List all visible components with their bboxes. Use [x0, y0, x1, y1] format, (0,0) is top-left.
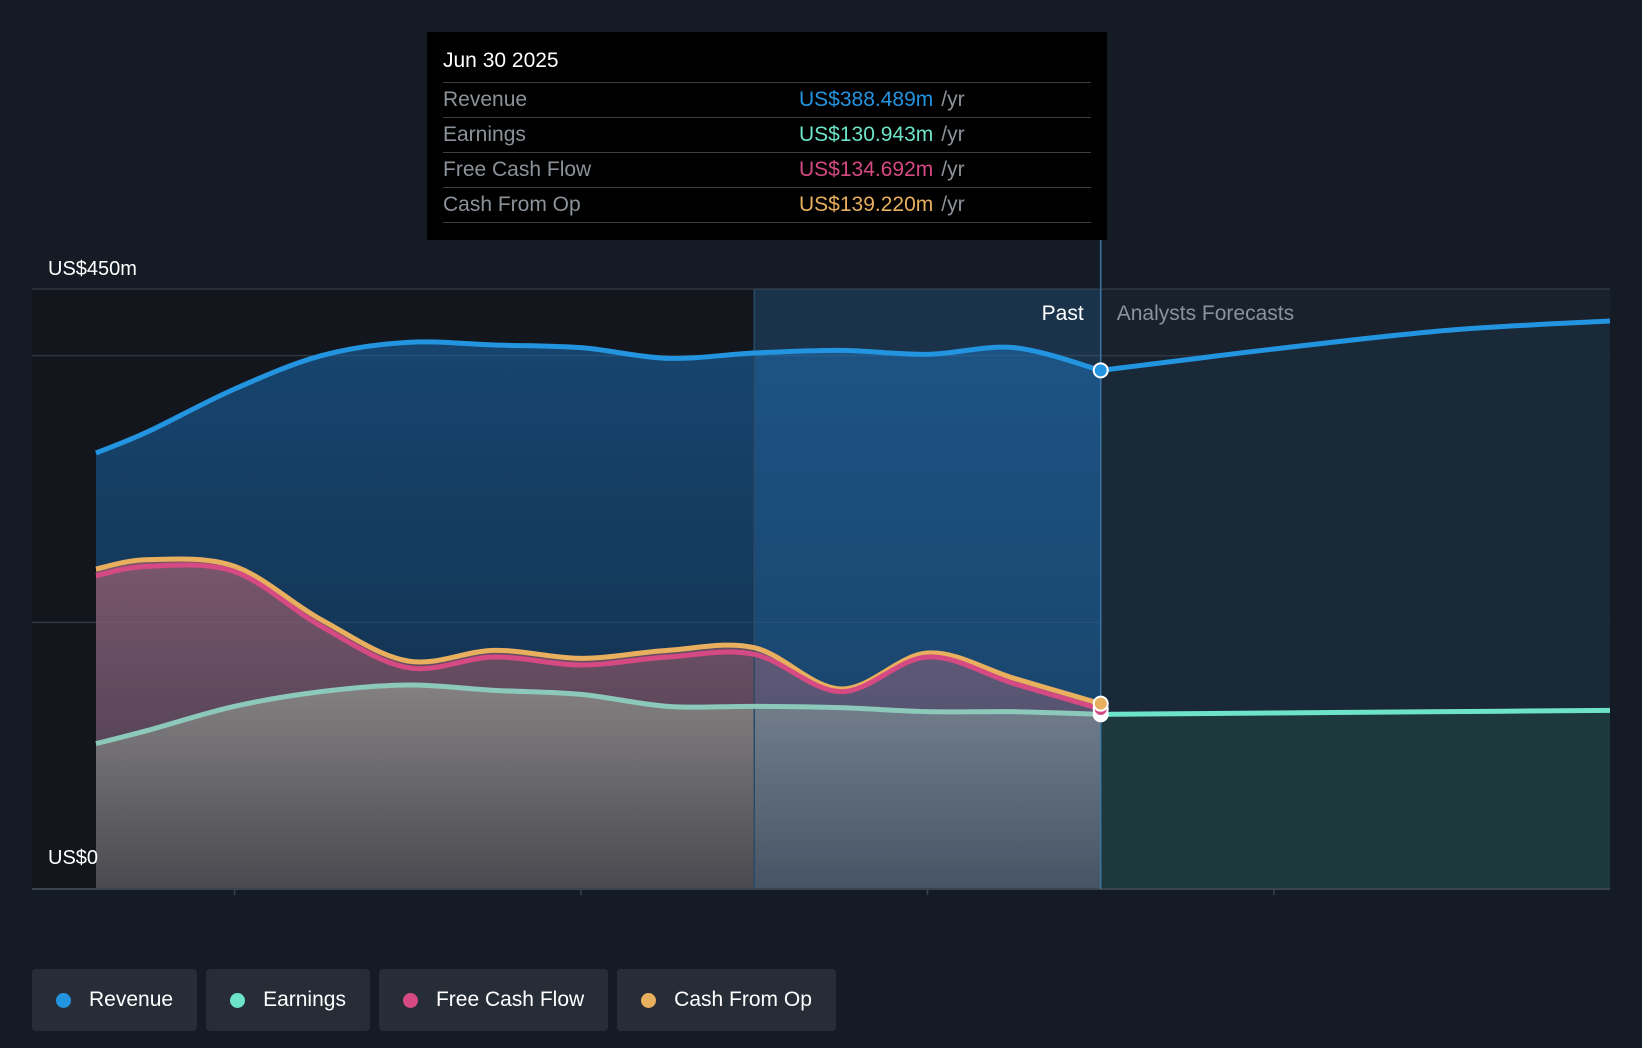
legend-item-earnings[interactable]: Earnings [206, 969, 370, 1031]
tooltip-unit: /yr [941, 123, 965, 146]
tooltip-value: US$388.489m [799, 88, 934, 111]
chart-legend: Revenue Earnings Free Cash Flow Cash Fro… [32, 969, 836, 1031]
tooltip-value: US$139.220m [799, 193, 934, 216]
marker-cash-from-op [1092, 695, 1109, 712]
y-tick-label: US$450m [48, 258, 137, 280]
tooltip-label: Revenue [443, 88, 528, 111]
marker-revenue [1092, 362, 1109, 379]
y-tick-label: US$0 [48, 847, 98, 869]
legend-item-cash-from-op[interactable]: Cash From Op [617, 969, 836, 1031]
tooltip-row-earnings: Earnings US$130.943m /yr [443, 117, 1091, 152]
tooltip-unit: /yr [941, 158, 965, 181]
legend-label: Free Cash Flow [435, 988, 585, 1011]
forecast-label: Analysts Forecasts [1117, 302, 1294, 325]
line-revenue-forecast [1100, 318, 1611, 373]
legend-item-free-cash-flow[interactable]: Free Cash Flow [378, 969, 609, 1031]
legend-dot-icon [230, 992, 246, 1008]
tooltip-row-revenue: Revenue US$388.489m /yr [443, 82, 1091, 117]
line-earnings-forecast [1100, 707, 1611, 717]
tooltip-date: Jun 30 2025 [443, 49, 559, 72]
tooltip-row-cash-from-op: Cash From Op US$139.220m /yr [443, 187, 1091, 223]
tooltip-unit: /yr [941, 193, 965, 216]
area-earnings [96, 684, 1101, 889]
legend-dot-icon [56, 992, 71, 1008]
tooltip-row-free-cash-flow: Free Cash Flow US$134.692m /yr [443, 152, 1091, 187]
line-free-cash-flow [95, 562, 1102, 712]
legend-dot-icon [402, 992, 418, 1008]
legend-label: Revenue [89, 988, 174, 1011]
tooltip-value: US$130.943m [799, 123, 934, 146]
legend-label: Cash From Op [674, 988, 812, 1011]
line-earnings [95, 682, 1101, 747]
tooltip-label: Earnings [443, 123, 526, 146]
legend-label: Earnings [263, 988, 346, 1011]
area-earnings-forecast [1100, 710, 1610, 889]
tooltip-value: US$134.692m [799, 158, 934, 181]
chart-tooltip: Jun 30 2025 Revenue US$388.489m /yr Earn… [427, 32, 1107, 240]
line-cash-from-op [95, 556, 1102, 707]
line-revenue [95, 339, 1102, 456]
highlight-band [754, 289, 1101, 889]
tooltip-label: Cash From Op [443, 193, 581, 216]
tooltip-unit: /yr [941, 88, 965, 111]
past-label: Past [1042, 302, 1084, 325]
legend-dot-icon [641, 992, 657, 1008]
legend-item-revenue[interactable]: Revenue [32, 969, 198, 1031]
tooltip-label: Free Cash Flow [443, 158, 592, 181]
